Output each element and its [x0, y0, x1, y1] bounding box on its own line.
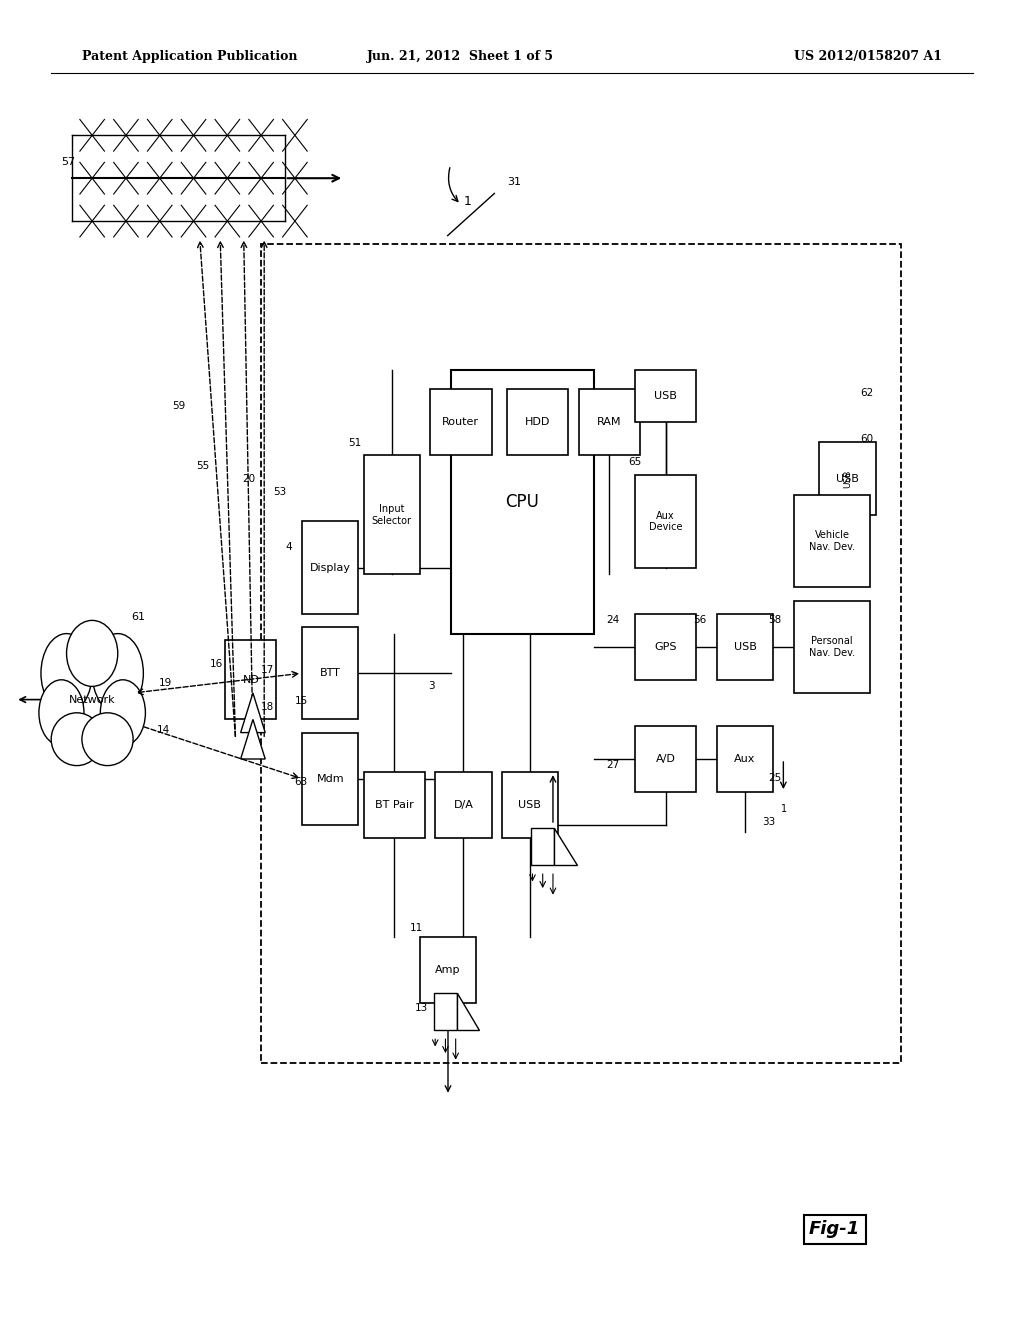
Polygon shape — [241, 693, 265, 733]
Text: Input
Selector: Input Selector — [372, 504, 412, 525]
Text: Jun. 21, 2012  Sheet 1 of 5: Jun. 21, 2012 Sheet 1 of 5 — [368, 50, 554, 63]
Text: 19: 19 — [159, 678, 172, 689]
Text: 14: 14 — [157, 725, 170, 735]
Text: USB: USB — [843, 470, 852, 487]
Text: Router: Router — [442, 417, 479, 428]
Text: 56: 56 — [693, 615, 707, 626]
Text: 53: 53 — [273, 487, 287, 498]
Text: 58: 58 — [768, 615, 781, 626]
Text: Aux
Device: Aux Device — [649, 511, 682, 532]
Text: 20: 20 — [243, 474, 256, 484]
FancyBboxPatch shape — [364, 455, 420, 574]
Text: Display: Display — [309, 562, 351, 573]
Text: 18: 18 — [261, 702, 274, 713]
Text: 51: 51 — [348, 438, 361, 449]
Text: 57: 57 — [61, 157, 76, 168]
Text: USB: USB — [836, 474, 859, 483]
Text: US 2012/0158207 A1: US 2012/0158207 A1 — [794, 50, 942, 63]
Text: 11: 11 — [410, 923, 423, 933]
Text: ND: ND — [243, 675, 259, 685]
FancyBboxPatch shape — [794, 601, 870, 693]
Bar — [531, 828, 554, 865]
FancyBboxPatch shape — [579, 389, 640, 455]
Text: 31: 31 — [507, 177, 521, 187]
Polygon shape — [241, 719, 265, 759]
FancyBboxPatch shape — [635, 475, 696, 568]
Text: RAM: RAM — [597, 417, 622, 428]
Ellipse shape — [67, 620, 118, 686]
Text: 25: 25 — [768, 774, 781, 784]
Ellipse shape — [92, 634, 143, 713]
Text: 15: 15 — [295, 696, 308, 706]
Text: 3: 3 — [428, 681, 434, 692]
Text: BTT: BTT — [319, 668, 341, 678]
FancyBboxPatch shape — [507, 389, 568, 455]
FancyBboxPatch shape — [635, 370, 696, 422]
FancyBboxPatch shape — [302, 733, 358, 825]
Text: 27: 27 — [606, 760, 620, 771]
Text: 61: 61 — [131, 612, 145, 623]
Ellipse shape — [51, 713, 102, 766]
Text: Amp: Amp — [435, 965, 461, 975]
FancyBboxPatch shape — [451, 370, 594, 634]
FancyBboxPatch shape — [635, 614, 696, 680]
Text: GPS: GPS — [654, 642, 677, 652]
Text: 63: 63 — [294, 777, 307, 788]
Text: 62: 62 — [860, 388, 873, 399]
Text: Vehicle
Nav. Dev.: Vehicle Nav. Dev. — [809, 531, 855, 552]
Text: 16: 16 — [210, 659, 223, 669]
FancyBboxPatch shape — [717, 726, 773, 792]
FancyBboxPatch shape — [794, 495, 870, 587]
Text: 65: 65 — [629, 457, 642, 467]
Text: HDD: HDD — [525, 417, 550, 428]
Text: Personal
Nav. Dev.: Personal Nav. Dev. — [809, 636, 855, 657]
Text: 60: 60 — [860, 434, 873, 445]
Text: Fig-1: Fig-1 — [809, 1220, 860, 1238]
Text: USB: USB — [654, 391, 677, 401]
FancyBboxPatch shape — [435, 772, 492, 838]
Polygon shape — [457, 993, 479, 1030]
Text: 24: 24 — [606, 615, 620, 626]
Text: 1: 1 — [781, 804, 787, 814]
Text: BT Pair: BT Pair — [375, 800, 414, 810]
Text: A/D: A/D — [655, 754, 676, 764]
FancyBboxPatch shape — [430, 389, 492, 455]
Text: Aux: Aux — [734, 754, 756, 764]
FancyBboxPatch shape — [717, 614, 773, 680]
Text: USB: USB — [733, 642, 757, 652]
Text: D/A: D/A — [454, 800, 473, 810]
FancyBboxPatch shape — [635, 726, 696, 792]
Text: Network: Network — [69, 694, 116, 705]
Text: 59: 59 — [172, 401, 185, 412]
Bar — [434, 993, 457, 1030]
FancyBboxPatch shape — [502, 772, 558, 838]
Text: Patent Application Publication: Patent Application Publication — [82, 50, 297, 63]
Text: 13: 13 — [415, 1003, 428, 1014]
FancyBboxPatch shape — [302, 627, 358, 719]
FancyBboxPatch shape — [420, 937, 476, 1003]
Text: 29: 29 — [557, 850, 570, 861]
Text: Mdm: Mdm — [316, 774, 344, 784]
Ellipse shape — [39, 680, 84, 746]
FancyBboxPatch shape — [302, 521, 358, 614]
Text: 33: 33 — [762, 817, 775, 828]
Text: 55: 55 — [197, 461, 210, 471]
Ellipse shape — [53, 640, 131, 759]
FancyBboxPatch shape — [225, 640, 276, 719]
Text: CPU: CPU — [505, 492, 540, 511]
Text: 4: 4 — [286, 543, 292, 553]
Ellipse shape — [82, 713, 133, 766]
FancyBboxPatch shape — [364, 772, 425, 838]
Ellipse shape — [100, 680, 145, 746]
Polygon shape — [554, 828, 577, 865]
Text: USB: USB — [518, 800, 542, 810]
Text: 17: 17 — [261, 665, 274, 676]
FancyBboxPatch shape — [819, 442, 876, 515]
Text: 1: 1 — [464, 194, 472, 207]
Ellipse shape — [41, 634, 92, 713]
